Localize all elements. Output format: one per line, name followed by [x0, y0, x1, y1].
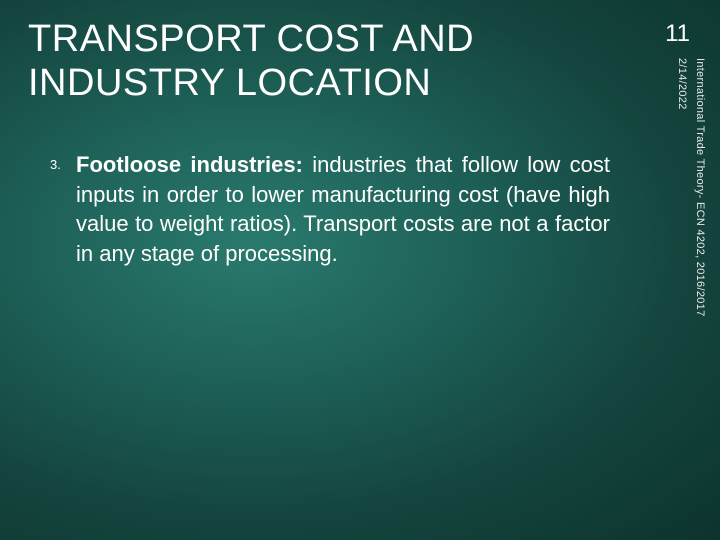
slide-number: 11 — [665, 20, 690, 48]
sidebar-date: 2/14/2022 — [676, 58, 688, 138]
sidebar-course: International Trade Theory- ECN 4202, 20… — [694, 58, 706, 418]
list-item: 3. Footloose industries: industries that… — [50, 150, 610, 269]
bold-term: Footloose industries: — [76, 152, 303, 177]
slide-body: 3. Footloose industries: industries that… — [50, 150, 610, 269]
slide-title: TRANSPORT COST AND INDUSTRY LOCATION — [28, 18, 588, 105]
list-number: 3. — [50, 150, 76, 269]
slide: TRANSPORT COST AND INDUSTRY LOCATION 11 … — [0, 0, 720, 540]
list-text: Footloose industries: industries that fo… — [76, 150, 610, 269]
